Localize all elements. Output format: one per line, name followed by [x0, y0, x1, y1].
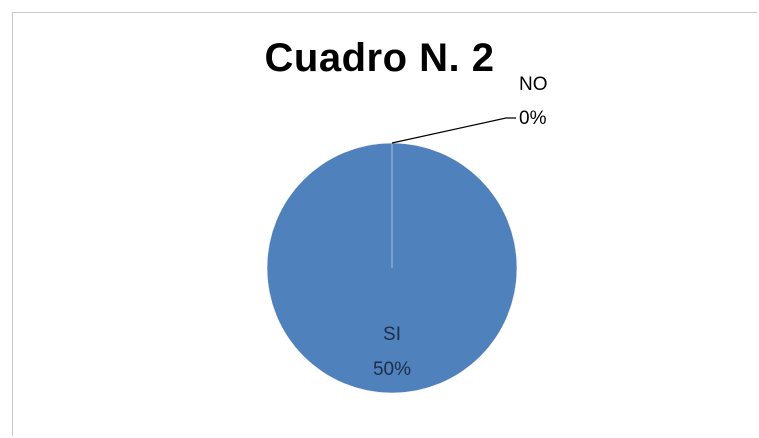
pie-slices [266, 142, 518, 394]
data-label-no-category: NO [519, 74, 548, 95]
chart-title: Cuadro N. 2 [264, 36, 495, 80]
data-label-si-category: SI [383, 324, 401, 345]
leader-line-no [391, 117, 516, 144]
data-label-no-percent: 0% [519, 108, 547, 129]
data-label-si-percent: 50% [373, 359, 411, 380]
